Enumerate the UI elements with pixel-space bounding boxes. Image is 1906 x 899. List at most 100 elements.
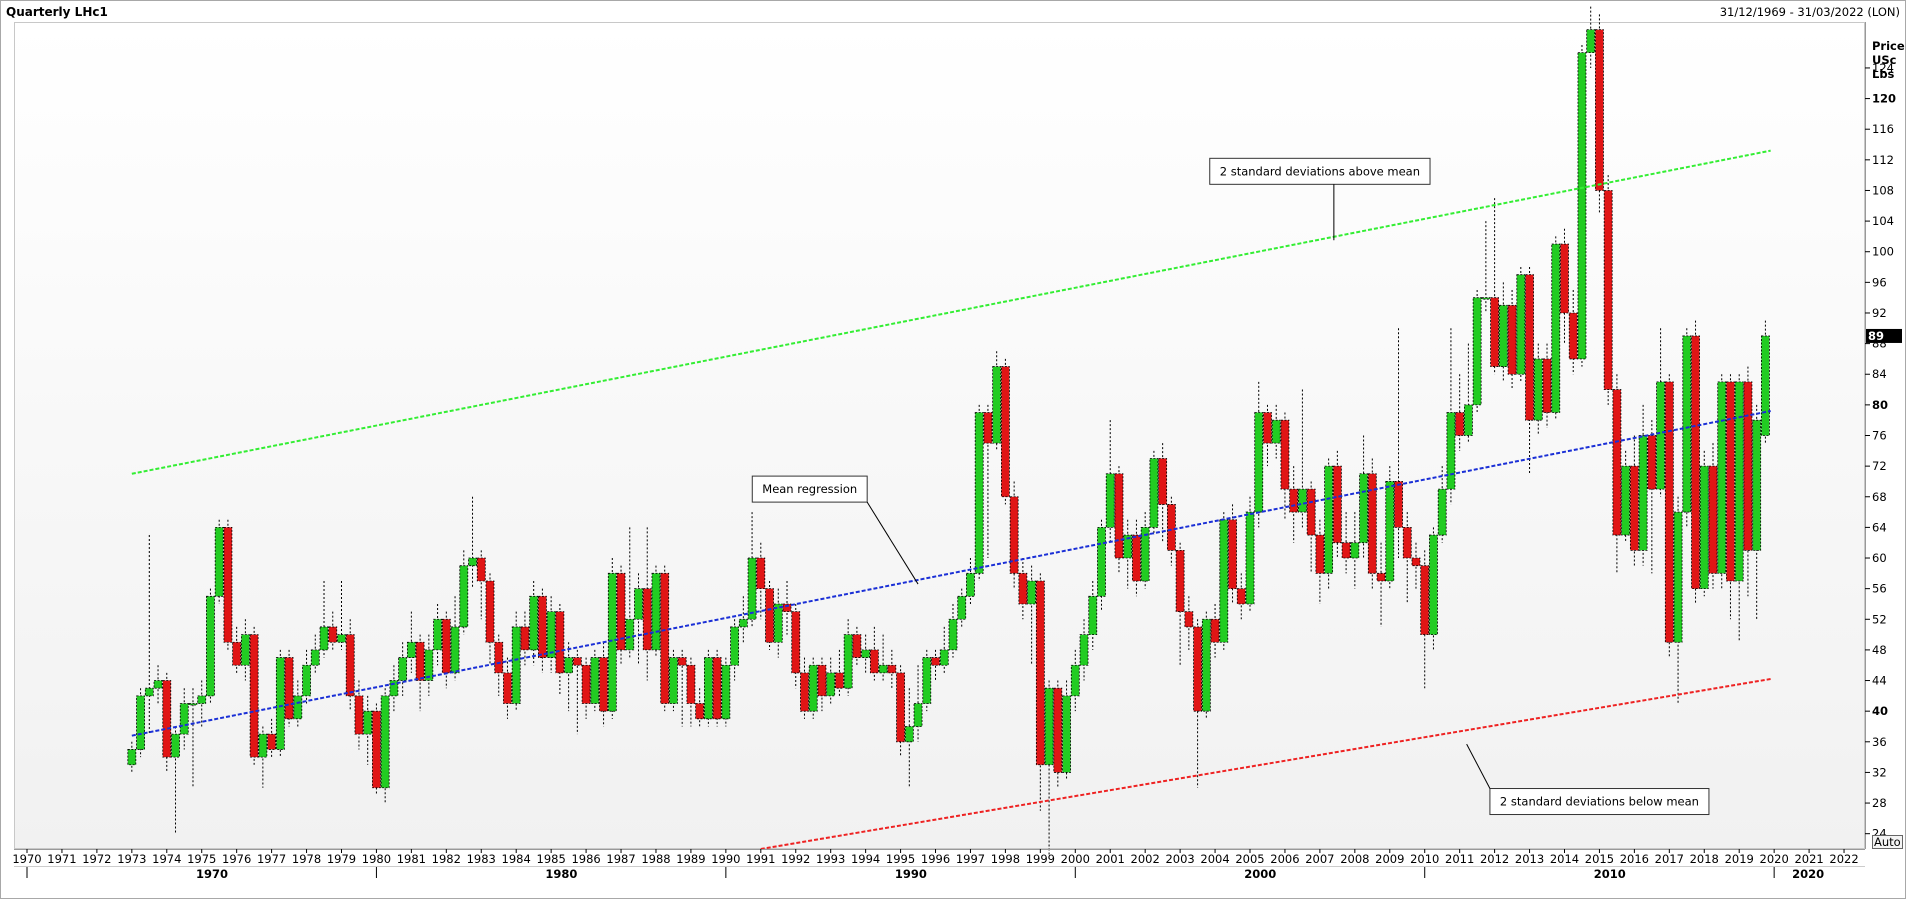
candle-body-up <box>398 657 408 681</box>
candle-body-up <box>590 657 600 704</box>
candle <box>179 688 189 750</box>
year-tick-label: 2008 <box>1340 852 1369 866</box>
candle <box>284 649 294 727</box>
year-tick-label: 1973 <box>117 852 146 866</box>
year-tick-label: 2009 <box>1375 852 1404 866</box>
candle-body-up <box>1201 618 1211 712</box>
candle <box>1236 573 1246 620</box>
price-axis-label-line-3: Lbs <box>1872 67 1895 81</box>
candle-body-down <box>800 672 809 712</box>
candle-body-up <box>459 565 469 628</box>
candle <box>1228 504 1237 604</box>
candle <box>223 519 233 650</box>
candle <box>1385 466 1395 589</box>
candle-body-down <box>1001 366 1010 498</box>
candle-body-up <box>843 634 853 689</box>
candle-body-down <box>1507 304 1517 375</box>
candle-body-down <box>162 680 172 758</box>
year-tick-label: 2018 <box>1690 852 1719 866</box>
candle-body-down <box>869 649 879 674</box>
candle <box>1481 221 1491 313</box>
candle-body-up <box>607 572 617 712</box>
candle-body-up <box>1097 526 1106 597</box>
candle-body-up <box>310 649 320 666</box>
candle-body-up <box>808 664 818 712</box>
candle <box>441 611 451 689</box>
year-tick-label: 2000 <box>1061 852 1090 866</box>
candle-body-up <box>1621 465 1631 536</box>
price-tick-label: 84 <box>1872 367 1887 381</box>
year-tick-label: 1974 <box>152 852 181 866</box>
year-tick-label: 2007 <box>1305 852 1334 866</box>
candle <box>1298 389 1307 528</box>
time-axis: 1970 1971 1972 1973 1974 1975 1976 1977 1978 1979… <box>12 849 1865 881</box>
year-tick-label: 1983 <box>467 852 496 866</box>
candle-body-up <box>1219 519 1229 643</box>
candle-body-down <box>791 611 801 674</box>
candle-body-down <box>931 657 940 666</box>
candle-body-up <box>747 557 757 620</box>
candle-body-down <box>1263 412 1272 444</box>
candle-body-up <box>1516 274 1526 375</box>
candle <box>1682 328 1692 528</box>
year-tick-label: 1987 <box>606 852 635 866</box>
auto-scale-button[interactable]: Auto <box>1872 835 1903 849</box>
candle <box>153 665 163 704</box>
candle <box>1271 404 1281 459</box>
candle-body-up <box>1577 52 1587 360</box>
candle <box>1359 435 1368 559</box>
candle-body-down <box>686 664 696 704</box>
candle-body-up <box>1070 664 1080 697</box>
candle-body-up <box>1699 465 1709 590</box>
year-tick-label: 1992 <box>781 852 810 866</box>
candle <box>415 634 425 712</box>
candle-body-down <box>616 572 626 651</box>
candle <box>214 519 224 604</box>
candle-body-down <box>1341 542 1351 559</box>
price-tick-label: 48 <box>1872 643 1887 657</box>
year-tick-label: 1972 <box>82 852 111 866</box>
candle-body-up <box>922 657 932 704</box>
price-tick-label: 92 <box>1872 306 1887 320</box>
candle-body-up <box>1752 419 1762 551</box>
candle <box>1306 481 1316 574</box>
lines-layer <box>131 149 1771 850</box>
candle-body-up <box>826 672 836 697</box>
candle <box>345 619 355 712</box>
candle <box>948 603 958 658</box>
candle <box>1053 680 1063 788</box>
candle-body-down <box>1280 419 1290 490</box>
candle <box>144 535 154 735</box>
candle-body-down <box>503 672 512 704</box>
candle <box>1638 404 1648 566</box>
candle <box>1193 619 1202 788</box>
candle <box>319 580 329 658</box>
candle <box>372 703 381 796</box>
candle-body-up <box>730 626 739 666</box>
regression-line <box>131 410 1771 737</box>
candle <box>791 603 801 689</box>
candle <box>1629 435 1639 566</box>
candle <box>686 657 696 727</box>
candle-body-down <box>695 703 705 720</box>
candle-body-down <box>765 588 774 643</box>
candle-body-down <box>581 664 591 704</box>
lower-band-line <box>760 678 1771 850</box>
candle-body-down <box>852 634 862 658</box>
candle-body-up <box>240 634 250 666</box>
candle <box>1708 443 1718 589</box>
candle <box>1027 565 1037 666</box>
candle-body-down <box>415 641 425 681</box>
candle-body-up <box>258 733 268 758</box>
candle <box>957 588 967 627</box>
candle-body-down <box>1210 618 1220 643</box>
candle-body-up <box>1446 412 1456 490</box>
candle <box>983 404 993 559</box>
candle <box>1726 374 1735 620</box>
candle <box>677 649 687 727</box>
candle-body-up <box>275 657 285 750</box>
candle-body-down <box>1018 572 1028 605</box>
candle <box>555 603 565 696</box>
year-tick-label: 1976 <box>222 852 251 866</box>
candle <box>1437 466 1447 543</box>
